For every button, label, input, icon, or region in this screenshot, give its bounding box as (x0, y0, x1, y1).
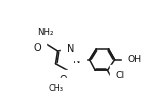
Text: O: O (60, 75, 67, 85)
Text: NH₂: NH₂ (37, 28, 53, 37)
Text: CH₃: CH₃ (49, 84, 64, 93)
Text: N: N (73, 55, 81, 65)
Text: O: O (33, 43, 41, 53)
Text: Cl: Cl (116, 71, 125, 80)
Text: N: N (66, 44, 74, 54)
Text: OH: OH (128, 55, 142, 64)
